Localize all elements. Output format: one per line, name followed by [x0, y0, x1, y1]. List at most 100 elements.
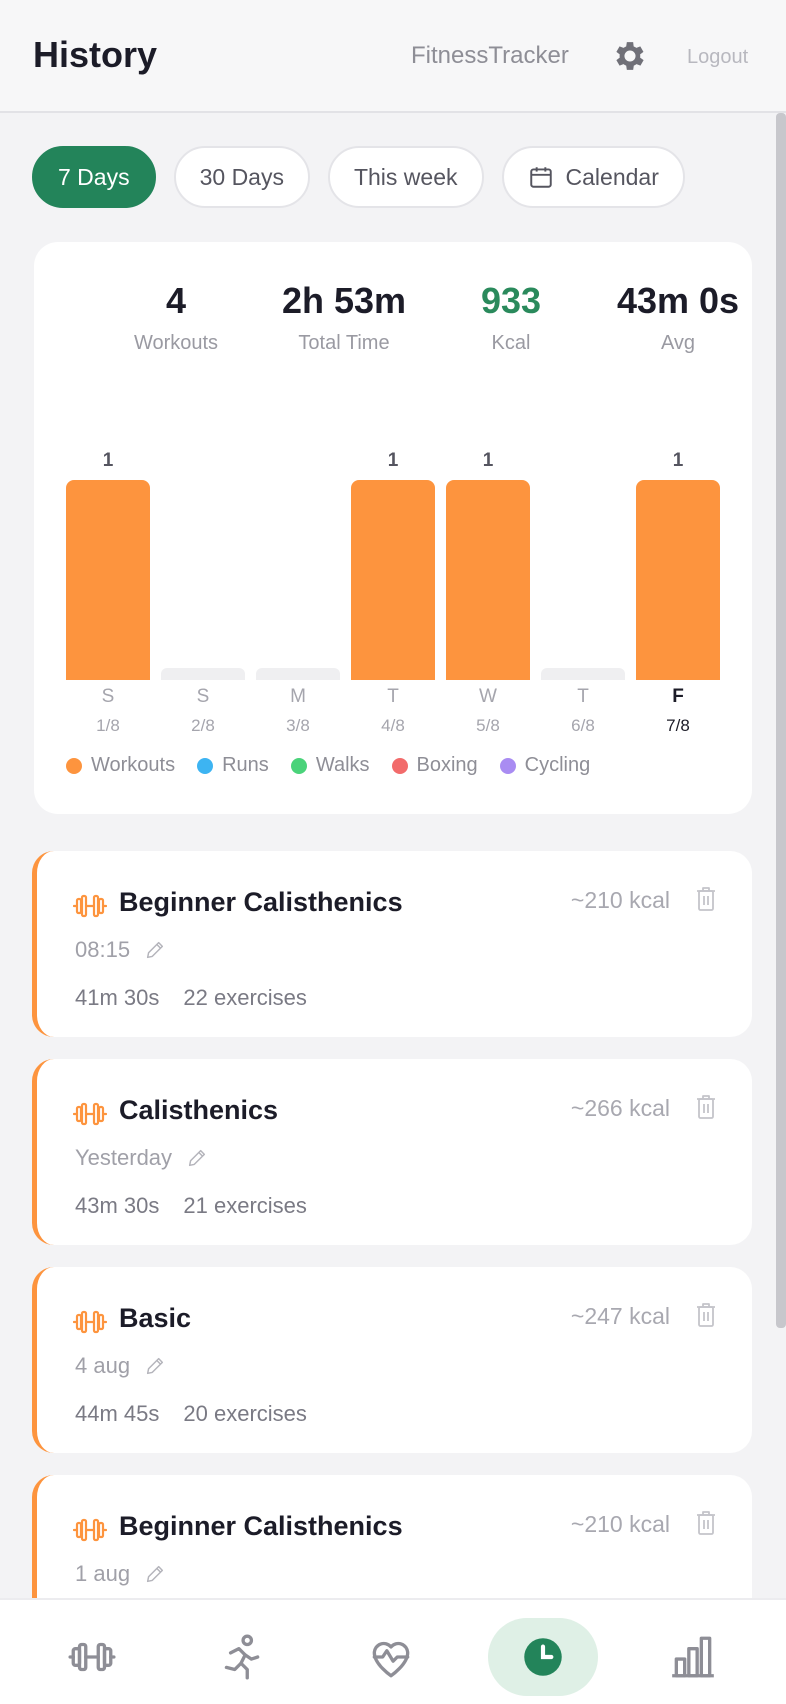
workout-card[interactable]: Calisthenics ~266 kcal Yesterday 43m 30s 21 … — [32, 1059, 752, 1245]
legend-label: Walks — [315, 754, 370, 776]
workout-card[interactable]: Beginner Calisthenics ~210 kcal 08:15 41m 3… — [32, 851, 752, 1037]
x-tick-day: M — [290, 686, 306, 707]
page-title: History — [33, 34, 158, 75]
dumbbell-icon — [73, 1518, 107, 1542]
filter-this-week[interactable]: This week — [327, 146, 484, 208]
weekly-bar-chart: 1 S 1/8 S 2/8 M 3/8 1 T 4/8 1 W 5/8 T 6/8 1 F 7/8 — [34, 242, 752, 814]
logout-button[interactable]: Logout — [687, 46, 749, 68]
workout-name: Basic — [119, 1303, 192, 1333]
legend-item[interactable]: Workouts — [66, 754, 175, 777]
clock-icon — [524, 1638, 562, 1676]
legend-label: Workouts — [91, 754, 176, 776]
pencil-icon[interactable] — [186, 1147, 208, 1169]
chart-bar[interactable] — [636, 480, 720, 680]
trash-icon[interactable] — [694, 1301, 718, 1329]
nav-stats[interactable] — [638, 1618, 748, 1696]
legend-item[interactable]: Runs — [197, 754, 269, 777]
app-name: FitnessTracker — [411, 42, 569, 69]
legend-dot — [391, 757, 408, 774]
workout-when: 08:15 — [75, 937, 166, 963]
calendar-icon — [529, 167, 552, 188]
legend-item[interactable]: Walks — [290, 754, 370, 777]
stat-avg: 43m 0s Avg — [616, 280, 740, 354]
x-tick-date: 5/8 — [476, 716, 500, 735]
legend-label: Cycling — [524, 754, 591, 776]
scrollbar[interactable] — [776, 113, 786, 1328]
bar-value-label: 1 — [482, 450, 494, 471]
workout-meta: 41m 30s 22 exercises — [75, 985, 307, 1011]
workout-meta: 44m 45s 20 exercises — [75, 1401, 307, 1427]
workout-kcal: ~210 kcal — [570, 887, 670, 913]
bottom-nav — [0, 1598, 786, 1704]
chart-bar[interactable] — [446, 480, 530, 680]
x-tick-day: S — [101, 686, 115, 707]
chart-bar[interactable] — [541, 668, 625, 680]
chart-bar[interactable] — [351, 480, 435, 680]
workout-name: Beginner Calisthenics — [119, 1511, 403, 1541]
trash-icon[interactable] — [694, 885, 718, 913]
bar-value-label: 1 — [387, 450, 399, 471]
chart-legend: Workouts Runs Walks Boxing Cycling — [66, 754, 590, 777]
filter-7-days[interactable]: 7 Days — [32, 146, 156, 208]
x-tick-date: 6/8 — [571, 716, 595, 735]
workout-duration: 44m 45s — [75, 1401, 160, 1426]
workout-date: 08:15 — [75, 937, 131, 962]
pencil-icon[interactable] — [144, 1563, 166, 1585]
x-tick-date: 7/8 — [666, 716, 690, 735]
nav-workouts[interactable] — [37, 1618, 147, 1696]
workout-date: Yesterday — [75, 1145, 173, 1170]
workout-kcal: ~266 kcal — [570, 1095, 670, 1121]
workout-card[interactable]: Basic ~247 kcal 4 aug 44m 45s 20 exercises — [32, 1267, 752, 1453]
filter-calendar[interactable]: Calendar — [501, 146, 685, 208]
bar-chart-icon — [672, 1636, 714, 1678]
heart-pulse-icon — [372, 1641, 410, 1678]
stat-total-time: 2h 53m Total Time — [281, 280, 407, 354]
workout-duration: 43m 30s — [75, 1193, 160, 1218]
gear-icon[interactable] — [611, 37, 649, 75]
legend-label: Boxing — [416, 754, 478, 776]
filter-30-days[interactable]: 30 Days — [173, 146, 310, 208]
chart-bar[interactable] — [161, 668, 245, 680]
stat-workouts: 4 Workouts — [133, 280, 219, 354]
x-tick-day: T — [577, 686, 589, 707]
header: History FitnessTracker Logout — [0, 0, 786, 113]
legend-dot — [66, 757, 82, 774]
workout-date: 4 aug — [75, 1353, 131, 1378]
runner-icon — [224, 1634, 260, 1680]
legend-item[interactable]: Boxing — [391, 754, 478, 777]
trash-icon[interactable] — [694, 1509, 718, 1537]
workout-kcal: ~210 kcal — [570, 1511, 670, 1537]
x-tick-date: 1/8 — [96, 716, 120, 735]
workout-name: Calisthenics — [119, 1095, 279, 1125]
x-tick-day: T — [387, 686, 399, 707]
nav-health[interactable] — [336, 1618, 446, 1696]
pencil-icon[interactable] — [144, 1355, 166, 1377]
workout-exercises: 21 exercises — [183, 1193, 307, 1218]
legend-item[interactable]: Cycling — [499, 754, 591, 777]
x-tick-day: F — [672, 686, 684, 707]
nav-runs[interactable] — [186, 1618, 296, 1696]
workout-when: 1 aug — [75, 1561, 166, 1587]
workout-exercises: 20 exercises — [183, 1401, 307, 1426]
bar-value-label: 1 — [672, 450, 684, 471]
workout-exercises: 22 exercises — [183, 985, 307, 1010]
dumbbell-icon — [73, 894, 107, 918]
x-tick-date: 3/8 — [286, 716, 310, 735]
legend-dot — [197, 757, 214, 774]
x-tick-date: 4/8 — [381, 716, 405, 735]
workout-when: 4 aug — [75, 1353, 166, 1379]
legend-dot — [499, 757, 516, 774]
pencil-icon[interactable] — [144, 939, 166, 961]
workout-date: 1 aug — [75, 1561, 131, 1586]
chart-bar[interactable] — [256, 668, 340, 680]
x-tick-date: 2/8 — [191, 716, 215, 735]
chart-bar[interactable] — [66, 480, 150, 680]
workout-meta: 43m 30s 21 exercises — [75, 1193, 307, 1219]
workout-name: Beginner Calisthenics — [119, 887, 403, 917]
trash-icon[interactable] — [694, 1093, 718, 1121]
workout-kcal: ~247 kcal — [570, 1303, 670, 1329]
dumbbell-icon — [73, 1102, 107, 1126]
x-tick-day: S — [196, 686, 210, 707]
nav-history[interactable] — [488, 1618, 598, 1696]
workout-when: Yesterday — [75, 1145, 208, 1171]
